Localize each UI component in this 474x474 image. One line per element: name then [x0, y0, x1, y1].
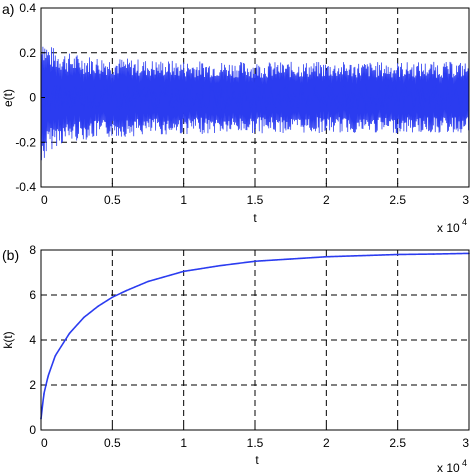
x-tick-label: 3	[462, 193, 469, 207]
panel-a-x-ticks: 0 0.5 1 1.5 2 2.5 3	[40, 183, 470, 207]
k-data-point	[361, 254, 363, 257]
y-tick-label: 0.4	[19, 1, 36, 15]
panel-b-grid	[41, 250, 469, 430]
panel-b-label: (b)	[2, 247, 19, 263]
panel-a: a) 0 0.5 1 1.5 2 2.5 3 -0.4-0.200.20.4 t e(t) …	[1, 1, 470, 235]
k-data-point	[325, 255, 328, 258]
k-data-point	[43, 393, 45, 395]
x-tick-label: 0.5	[104, 436, 121, 450]
y-tick-label: 4	[29, 333, 36, 347]
panel-a-xlabel: t	[253, 211, 257, 225]
panel-b-xlabel: t	[255, 453, 259, 467]
k-data-point	[97, 305, 99, 308]
x-tick-label: 1	[180, 193, 187, 207]
k-data-point	[147, 280, 149, 283]
panel-a-label: a)	[2, 1, 14, 17]
panel-a-x-multiplier: x 10	[437, 221, 460, 235]
panel-a-ylabel: e(t)	[1, 89, 15, 107]
signal-line	[40, 38, 470, 161]
k-data-point	[111, 296, 114, 299]
x-tick-label: 1.5	[247, 436, 264, 450]
k-data-point	[289, 258, 292, 260]
k-data-point	[125, 289, 128, 292]
panel-b: (b) 0 0.5 1 1.5 2 2.5 3 0 2 4 6 8 t k(t) x 10 4	[1, 243, 470, 474]
k-data-point	[182, 270, 185, 273]
x-tick-label: 2	[323, 193, 330, 207]
panel-a-x-multiplier-exponent: 4	[462, 217, 467, 227]
panel-a-signal	[40, 38, 470, 161]
k-data-point	[396, 253, 399, 256]
panel-b-x-multiplier-exponent: 4	[462, 458, 467, 468]
signal-core	[40, 83, 470, 112]
x-tick-label: 0	[41, 193, 48, 207]
k-data-point	[432, 253, 435, 255]
y-tick-label: 2	[29, 378, 36, 392]
panel-b-y-ticks: 0 2 4 6 8	[29, 243, 45, 437]
k-data-point	[254, 260, 256, 263]
y-tick-label: 8	[29, 243, 36, 257]
y-tick-label: -0.4	[15, 180, 36, 194]
x-tick-label: 0	[41, 436, 48, 450]
y-tick-label: 0	[29, 91, 36, 105]
k-data-point	[218, 264, 221, 267]
y-tick-label: 0.2	[19, 46, 36, 60]
x-tick-label: 1	[180, 436, 187, 450]
y-tick-label: 0	[29, 423, 36, 437]
x-tick-label: 2.5	[389, 436, 406, 450]
y-tick-label: 6	[29, 288, 36, 302]
panel-b-x-multiplier: x 10	[437, 461, 460, 474]
x-tick-label: 2	[323, 436, 330, 450]
k-data-point	[68, 332, 71, 335]
k-data-point	[83, 316, 85, 319]
x-tick-label: 1.5	[247, 193, 264, 207]
k-data-point	[54, 354, 57, 357]
y-tick-label: -0.2	[15, 135, 36, 149]
k-data-point	[47, 375, 49, 377]
x-tick-label: 2.5	[389, 193, 406, 207]
x-tick-label: 0.5	[104, 193, 121, 207]
panel-b-x-ticks: 0 0.5 1 1.5 2 2.5 3	[40, 426, 470, 450]
x-tick-label: 3	[462, 436, 469, 450]
panel-b-ylabel: k(t)	[1, 331, 15, 348]
panel-a-y-ticks: -0.4 -0.2 0 0.2 0.4	[15, 1, 45, 194]
